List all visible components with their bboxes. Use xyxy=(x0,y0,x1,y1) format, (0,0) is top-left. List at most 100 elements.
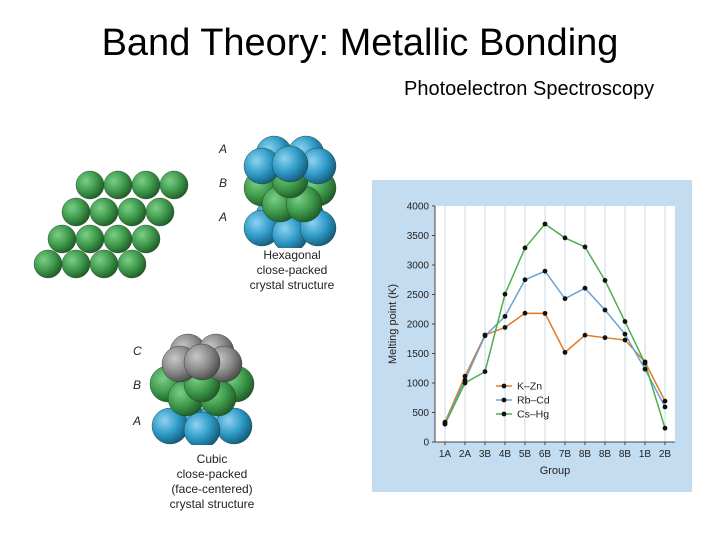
data-point xyxy=(602,307,608,313)
legend-marker xyxy=(501,411,507,417)
hcp-layer-label-middle: B xyxy=(219,176,228,190)
x-tick-label: 1A xyxy=(439,449,452,460)
atom xyxy=(183,343,221,381)
atom xyxy=(183,411,221,445)
y-tick-label: 1500 xyxy=(407,349,430,360)
legend-label: Cs–Hg xyxy=(517,409,549,421)
y-tick-label: 3000 xyxy=(407,261,430,272)
hcp-caption-line: crystal structure xyxy=(249,278,335,292)
hcp-caption: Hexagonal close-packed crystal structure xyxy=(232,248,352,293)
data-point xyxy=(582,332,588,338)
plot-area xyxy=(435,206,675,442)
ccp-layer-label-middle: B xyxy=(133,378,142,392)
ccp-layer-label-bottom: A xyxy=(133,414,142,428)
x-tick-label: 3B xyxy=(479,449,492,460)
data-point xyxy=(582,285,588,291)
ccp-layer-label-top: C xyxy=(133,344,142,358)
atom xyxy=(159,170,189,200)
x-tick-label: 1B xyxy=(639,449,652,460)
x-tick-label: 2B xyxy=(659,449,672,460)
data-point xyxy=(582,244,588,250)
data-point xyxy=(662,425,668,431)
data-point xyxy=(602,335,608,341)
data-point xyxy=(462,373,468,379)
legend-label: K–Zn xyxy=(517,381,542,393)
data-point xyxy=(502,325,508,330)
hcp-layer-label-top: A xyxy=(219,142,228,156)
data-point xyxy=(642,360,648,366)
data-point xyxy=(602,277,608,283)
series-line xyxy=(444,270,666,424)
atom xyxy=(89,197,119,227)
data-point xyxy=(562,296,568,302)
slide-title: Band Theory: Metallic Bonding xyxy=(101,22,619,64)
y-tick-label: 4000 xyxy=(407,202,430,213)
atom xyxy=(61,197,91,227)
legend-marker xyxy=(501,397,507,403)
y-tick-label: 500 xyxy=(412,408,429,419)
ccp-caption: Cubic close-packed (face-centered) cryst… xyxy=(152,452,272,512)
x-tick-label: 8B xyxy=(579,449,592,460)
data-point xyxy=(522,277,528,283)
data-point xyxy=(622,319,628,324)
atom xyxy=(117,197,147,227)
y-tick-label: 1000 xyxy=(407,379,430,390)
x-tick-label: 5B xyxy=(519,449,532,460)
data-point xyxy=(462,380,468,386)
data-point xyxy=(562,235,568,241)
hcp-structure-illustration xyxy=(243,135,337,248)
ccp-caption-line: (face-centered) xyxy=(171,482,253,496)
legend-marker xyxy=(501,383,507,389)
y-tick-label: 2000 xyxy=(407,320,430,331)
data-point xyxy=(662,404,668,410)
legend-label: Rb–Cd xyxy=(517,395,550,407)
x-tick-label: 6B xyxy=(539,449,552,460)
data-point xyxy=(482,369,488,375)
atom xyxy=(131,170,161,200)
atom xyxy=(131,224,161,254)
slide-subtitle: Photoelectron Spectroscopy xyxy=(404,78,655,100)
ccp-caption-line: close-packed xyxy=(176,467,248,481)
x-tick-label: 7B xyxy=(559,449,572,460)
data-point xyxy=(482,333,488,339)
atom xyxy=(61,249,91,279)
ccp-caption-line: crystal structure xyxy=(169,497,255,511)
x-axis-label: Group xyxy=(540,465,571,477)
y-tick-label: 0 xyxy=(423,438,429,449)
hcp-layer-label-bottom: A xyxy=(219,210,228,224)
atom xyxy=(103,170,133,200)
data-point xyxy=(622,331,628,337)
y-tick-label: 3500 xyxy=(407,231,430,242)
hcp-caption-line: Hexagonal xyxy=(263,248,321,262)
x-tick-label: 8B xyxy=(599,449,612,460)
data-point xyxy=(542,310,548,316)
x-tick-label: 8B xyxy=(619,449,632,460)
data-point xyxy=(662,398,668,404)
atom xyxy=(75,170,105,200)
atom xyxy=(103,224,133,254)
atom xyxy=(89,249,119,279)
data-point xyxy=(642,366,648,372)
x-tick-label: 2A xyxy=(459,449,472,460)
data-point xyxy=(522,310,528,316)
melting-point-chart-panel: 0 500 1000 1500 2000 2500 3000 3500 4000 1A 2A 3B 4B… xyxy=(372,180,692,492)
series-line xyxy=(444,222,666,429)
atom xyxy=(117,249,147,279)
y-tick-label: 2500 xyxy=(407,290,430,301)
atom xyxy=(271,145,309,183)
data-point xyxy=(542,221,548,227)
atom xyxy=(47,224,77,254)
ccp-structure-illustration xyxy=(149,333,255,445)
data-point xyxy=(622,337,628,343)
hcp-caption-line: close-packed xyxy=(256,263,328,277)
data-point xyxy=(502,291,508,297)
data-point xyxy=(502,314,508,319)
atom xyxy=(33,249,63,279)
ccp-caption-line: Cubic xyxy=(196,452,228,466)
data-point xyxy=(562,349,568,355)
close-packed-plane-illustration xyxy=(33,170,189,279)
melting-point-chart: 0 500 1000 1500 2000 2500 3000 3500 4000 1A 2A 3B 4B… xyxy=(387,202,675,477)
data-point xyxy=(442,421,448,427)
y-axis-label: Melting point (K) xyxy=(387,284,399,364)
data-point xyxy=(522,245,528,251)
